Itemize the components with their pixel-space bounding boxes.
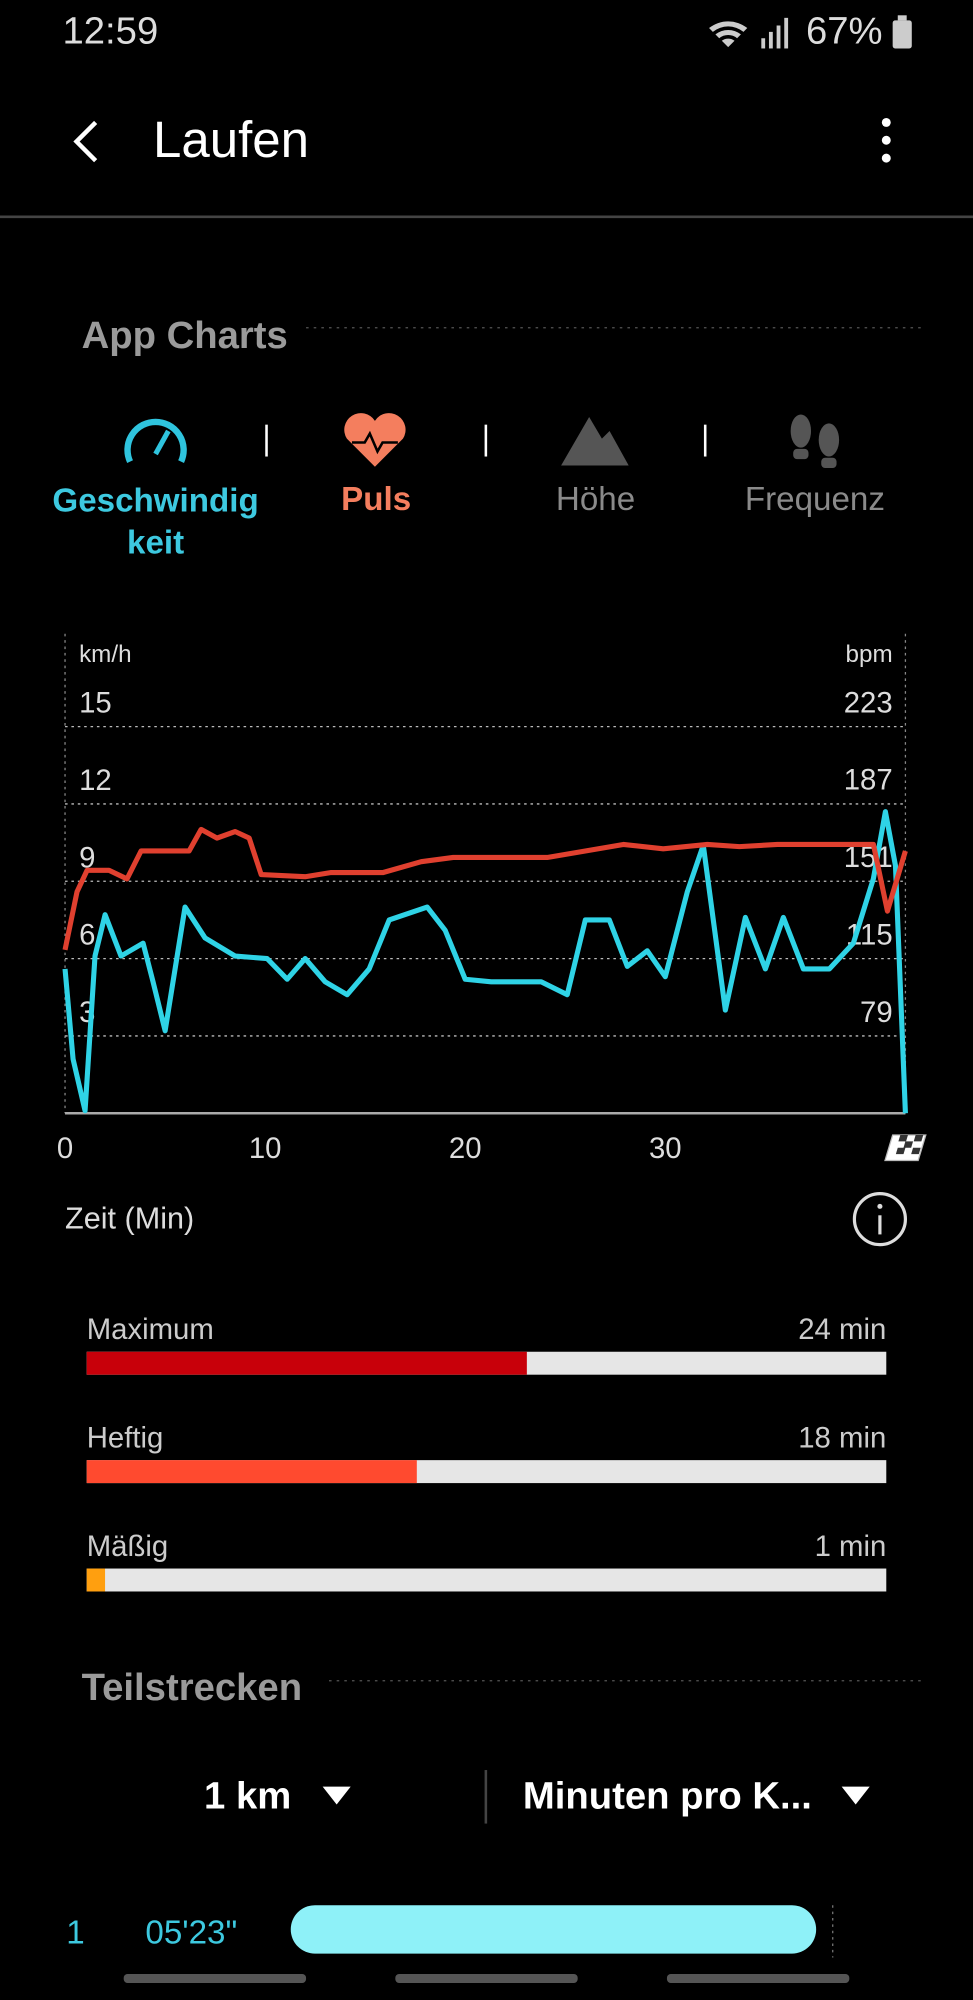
battery-level: 67% [805, 10, 883, 53]
clock: 12:59 [62, 10, 159, 53]
tab-label: keit [127, 522, 185, 562]
zone-label: Heftig [87, 1421, 164, 1454]
tab-speed[interactable]: Geschwindig keit [28, 479, 283, 563]
y2-tick-label: 223 [844, 686, 893, 719]
finish-flag [884, 1134, 927, 1162]
nav-bar [123, 1974, 850, 1983]
x-axis-label: Zeit (Min) [65, 1201, 194, 1235]
y-axis-label: km/h [79, 641, 131, 668]
tab-cadence[interactable]: Frequenz [744, 479, 885, 518]
data-line [62, 826, 908, 951]
tab-label: Geschwindig [52, 480, 259, 520]
split-index: 1 [66, 1912, 85, 1952]
unit-dropdown[interactable]: Minuten pro K... [522, 1775, 812, 1818]
y-tick-label: 12 [79, 764, 112, 797]
mountain-icon[interactable] [561, 417, 629, 466]
zone-bar [86, 1460, 417, 1484]
info-icon[interactable] [852, 1192, 908, 1247]
status-icons [709, 15, 912, 49]
section-title: Teilstrecken [81, 1666, 303, 1709]
dropdown-arrow[interactable] [841, 1786, 870, 1805]
y-tick-label: 9 [79, 841, 95, 874]
speed-icon[interactable] [124, 418, 187, 463]
zone-track [86, 1568, 887, 1592]
y-tick-label: 6 [79, 919, 95, 952]
distance-dropdown[interactable]: 1 km [204, 1775, 292, 1818]
heart-icon[interactable] [344, 413, 406, 467]
zone-label: Mäßig [87, 1530, 168, 1563]
tab-altitude[interactable]: Höhe [555, 479, 636, 518]
back-button[interactable] [73, 120, 98, 163]
zone-value: 18 min [798, 1421, 886, 1454]
zone-value: 1 min [815, 1530, 887, 1563]
x-tick-label: 30 [649, 1132, 682, 1165]
section-title: App Charts [81, 314, 288, 358]
more-menu[interactable] [881, 117, 891, 163]
x-tick-label: 0 [57, 1132, 73, 1165]
x-tick-label: 10 [249, 1132, 282, 1165]
split-time: 05'23" [145, 1912, 238, 1952]
y2-axis-label: bpm [846, 641, 893, 668]
page-title: Laufen [153, 112, 310, 169]
zone-bar [86, 1351, 527, 1375]
steps-icon[interactable] [790, 414, 840, 469]
dropdown-arrow[interactable] [322, 1786, 351, 1805]
split-bar [290, 1905, 817, 1954]
zone-value: 24 min [798, 1313, 886, 1346]
y2-tick-label: 79 [860, 996, 893, 1029]
data-line [62, 809, 908, 1114]
x-tick-label: 20 [449, 1132, 482, 1165]
tab-pulse[interactable]: Puls [341, 479, 412, 518]
zone-bar [86, 1568, 106, 1592]
y-tick-label: 15 [79, 687, 112, 720]
zone-label: Maximum [87, 1313, 214, 1346]
y2-tick-label: 187 [844, 764, 893, 797]
